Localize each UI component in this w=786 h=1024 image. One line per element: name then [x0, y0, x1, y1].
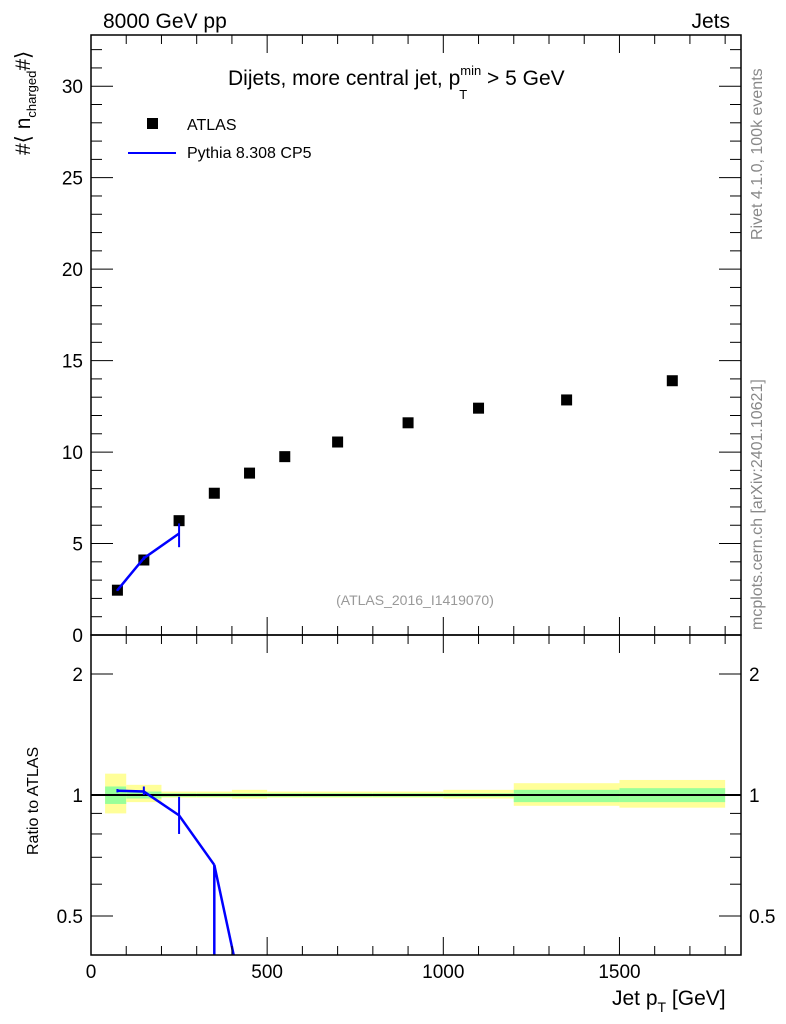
legend-label-pythia: Pythia 8.308 CP5 — [187, 145, 312, 162]
chart-marks — [111, 375, 678, 956]
header-left: 8000 GeV pp — [103, 10, 227, 33]
atlas-data-point — [402, 417, 414, 429]
x-tick-label: 1500 — [598, 962, 640, 983]
x-tick-label: 0 — [86, 962, 97, 983]
y-tick-label: 25 — [62, 169, 83, 190]
atlas-data-point — [332, 436, 344, 448]
y-tick-label: 30 — [62, 77, 83, 98]
atlas-data-point — [244, 467, 256, 479]
ratio-tick-label: 0.5 — [57, 907, 83, 928]
ratio-tick-label: 2 — [72, 665, 83, 686]
legend-label-atlas: ATLAS — [187, 117, 237, 134]
ratio-uncertainty-bands — [91, 773, 741, 814]
atlas-data-point — [666, 375, 678, 387]
atlas-data-point — [473, 402, 485, 414]
ratio-tick-label-right: 1 — [749, 786, 760, 807]
header-right: Jets — [691, 10, 730, 33]
pythia-ratio-line — [117, 789, 216, 866]
x-tick-label: 1000 — [422, 962, 464, 983]
x-tick-label: 500 — [251, 962, 283, 983]
side-label-rivet: Rivet 4.1.0, 100k events — [749, 68, 766, 240]
y-tick-label: 15 — [62, 352, 83, 373]
legend-marker-atlas — [147, 118, 158, 129]
y-tick-label: 0 — [72, 626, 83, 647]
y-tick-label: 5 — [72, 535, 83, 556]
atlas-data-point — [279, 451, 291, 463]
y-tick-label: 10 — [62, 443, 83, 464]
atlas-data-point — [561, 394, 573, 406]
ratio-tick-label: 1 — [72, 786, 83, 807]
atlas-data-point — [208, 487, 220, 499]
y-tick-label: 20 — [62, 260, 83, 281]
watermark: (ATLAS_2016_I1419070) — [336, 592, 494, 608]
y-axis-label: #⟨ ncharged#⟩ — [12, 51, 39, 155]
atlas-data-point — [173, 515, 185, 527]
x-axis-label: Jet pT [GeV] — [612, 987, 726, 1015]
side-label-mcplots: mcplots.cern.ch [arXiv:2401.10621] — [749, 379, 766, 630]
axes: 0 500 1000 1500 0 5 10 15 20 25 30 0.5 0.5 1 1 2 2 — [57, 34, 775, 983]
ratio-y-axis-label: Ratio to ATLAS — [25, 747, 42, 855]
chart-title: Dijets, more central jet, pmin T > 5 GeV — [228, 63, 565, 102]
ratio-tick-label-right: 0.5 — [749, 907, 775, 928]
pythia-ratio-line — [213, 864, 235, 956]
ratio-tick-label-right: 2 — [749, 665, 760, 686]
